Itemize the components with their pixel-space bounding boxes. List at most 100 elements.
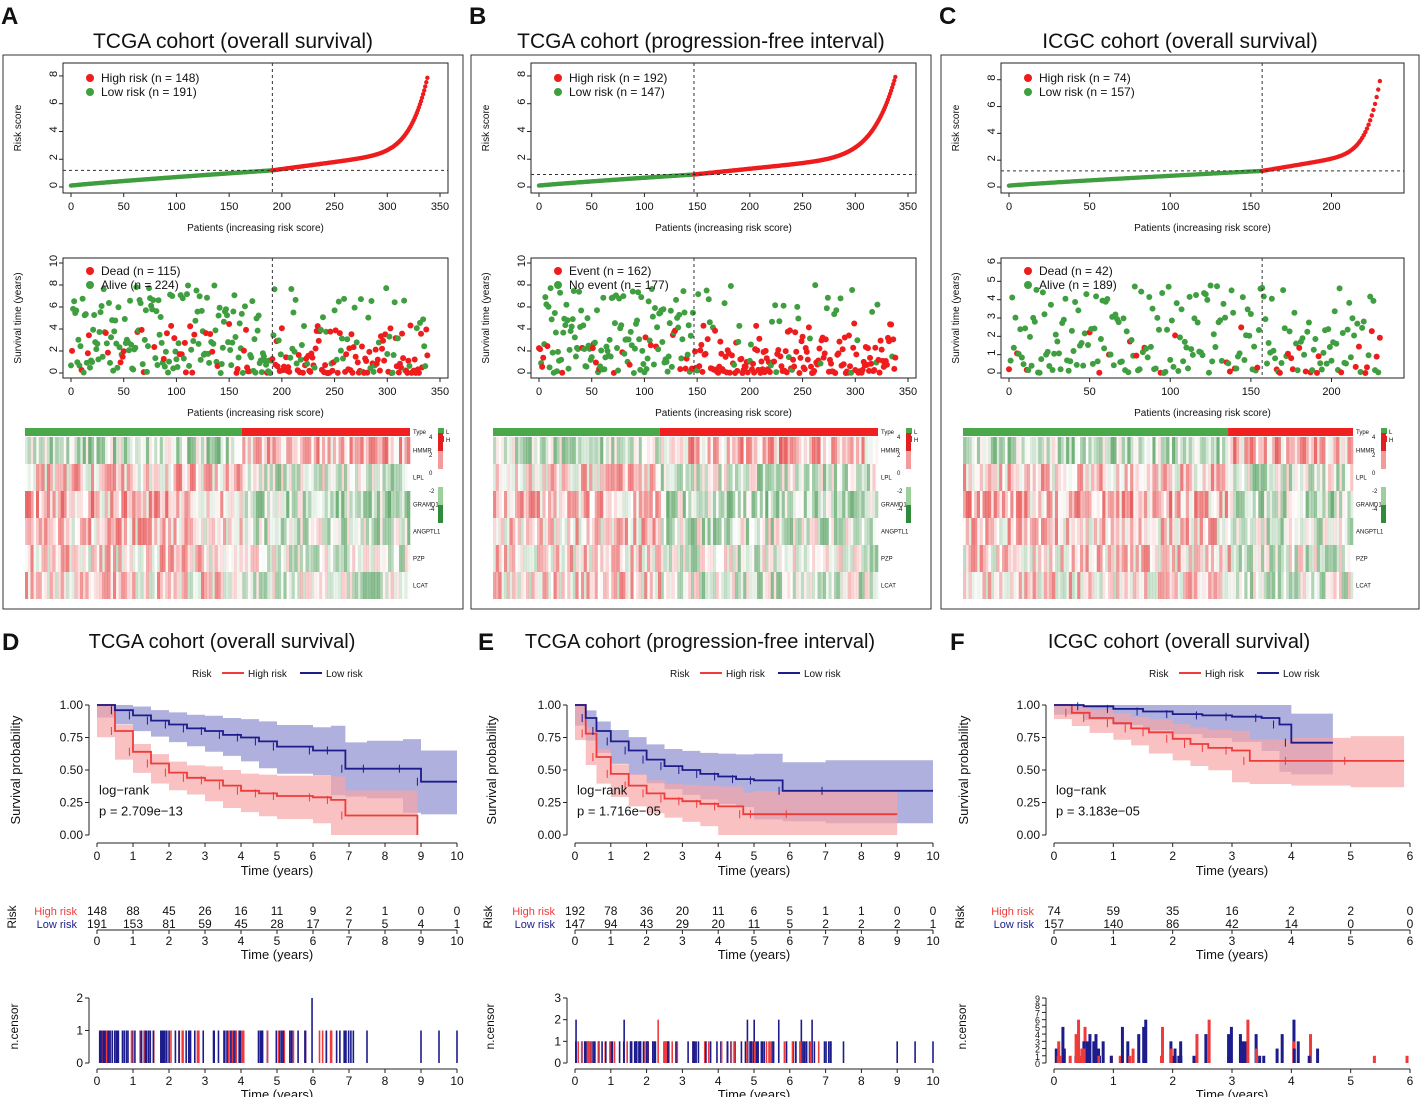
heatmap-cell	[581, 545, 585, 572]
dead-point	[758, 358, 765, 365]
alive-point	[584, 315, 591, 322]
heatmap-cell	[968, 437, 972, 464]
x-tick-label: 1	[130, 934, 137, 948]
heatmap-cell	[1269, 491, 1273, 518]
heatmap-cell	[366, 518, 370, 545]
y-tick-label: 4	[516, 126, 528, 132]
heatmap-cell	[1311, 491, 1315, 518]
heatmap-cell	[1013, 572, 1017, 599]
heatmap-cell	[965, 545, 969, 572]
heatmap-cell	[203, 437, 207, 464]
heatmap-cell	[151, 464, 155, 491]
risk-table-low-label: Low risk	[37, 919, 78, 931]
heatmap-cell	[520, 545, 524, 572]
heatmap-cell	[38, 572, 42, 599]
heatmap-cell	[344, 518, 348, 545]
color-scale-segment	[1381, 505, 1386, 523]
dead-point	[117, 359, 124, 366]
alive-point	[1309, 367, 1316, 374]
alive-point	[600, 294, 607, 301]
heatmap-cell	[330, 572, 334, 599]
heatmap-cell	[812, 464, 816, 491]
heatmap-cell	[1327, 545, 1332, 572]
heatmap-cell	[300, 518, 304, 545]
heatmap-cell	[1035, 545, 1039, 572]
heatmap-cell	[1094, 491, 1097, 518]
high-risk-point	[1369, 113, 1375, 118]
dead-point	[269, 355, 276, 362]
heatmap-cell	[104, 545, 108, 572]
panel-frame	[940, 54, 1420, 610]
heatmap-cell	[495, 545, 499, 572]
heatmap-cell	[858, 545, 862, 572]
heatmap-cell	[875, 437, 879, 464]
heatmap-cell	[1035, 491, 1038, 518]
heatmap-cell	[985, 545, 989, 572]
heatmap-cell	[390, 518, 394, 545]
heatmap-cell	[113, 572, 117, 599]
heatmap-cell	[680, 518, 684, 545]
heatmap-cell	[366, 545, 370, 572]
heatmap-cell	[1085, 464, 1089, 491]
heatmap-cell	[520, 572, 524, 599]
heatmap-cell	[214, 491, 218, 518]
heatmap-cell	[1286, 518, 1290, 545]
heatmap-cell	[999, 572, 1003, 599]
heatmap-cell	[1119, 545, 1123, 572]
alive-point	[141, 336, 148, 343]
heatmap-cell	[93, 464, 97, 491]
heatmap-cell	[831, 437, 835, 464]
heatmap-cell	[548, 572, 552, 599]
heatmap-cell	[404, 572, 408, 599]
heatmap-cell	[374, 545, 378, 572]
heatmap-cell	[1150, 545, 1153, 572]
heatmap-cell	[792, 545, 796, 572]
heatmap-cell	[1327, 437, 1332, 464]
heatmap-cell	[44, 572, 48, 599]
alive-point	[706, 319, 713, 326]
heatmap-cell	[578, 518, 582, 545]
censor-xlabel: Time (years)	[241, 1087, 313, 1097]
alive-point	[812, 282, 819, 289]
heatmap-cell	[96, 572, 100, 599]
alive-point	[1255, 326, 1262, 333]
heatmap-cell	[814, 464, 818, 491]
heatmap-cell	[661, 491, 664, 518]
heatmap-cell	[248, 572, 251, 599]
heatmap-cell	[1093, 572, 1098, 599]
type-legend-L-label: L	[446, 430, 450, 436]
heatmap-cell	[608, 464, 612, 491]
heatmap-cell	[545, 464, 549, 491]
heatmap-cell	[1302, 518, 1306, 545]
heatmap-cell	[179, 437, 183, 464]
alive-point	[564, 317, 571, 324]
legend-low-label: Low risk (n = 157)	[1039, 85, 1135, 99]
high-risk-curve	[97, 704, 419, 835]
risk-table-low: 5	[382, 917, 389, 931]
heatmap-cell	[113, 518, 117, 545]
heatmap-cell	[729, 437, 733, 464]
heatmap-cell	[165, 437, 169, 464]
heatmap-cell	[220, 572, 224, 599]
heatmap-cell	[616, 572, 620, 599]
heatmap-cell	[776, 491, 780, 518]
risk-table-low: 17	[306, 917, 320, 931]
heatmap-cell	[382, 437, 386, 464]
x-tick-label: 8	[858, 849, 865, 863]
heatmap-cell	[135, 437, 139, 464]
heatmap-cell	[974, 491, 978, 518]
alive-point	[570, 287, 577, 294]
heatmap-cell	[655, 572, 659, 599]
alive-point	[604, 347, 611, 354]
heatmap-cell	[1208, 572, 1212, 599]
heatmap-cell	[993, 437, 997, 464]
heatmap-cell	[1169, 518, 1173, 545]
heatmap-cell	[209, 545, 213, 572]
heatmap-cell	[231, 464, 235, 491]
heatmap-cell	[261, 464, 265, 491]
heatmap-cell	[699, 464, 703, 491]
heatmap-cell	[1038, 464, 1042, 491]
y-tick-label: 2	[48, 154, 60, 160]
legend-dead-label: Dead (n = 115)	[101, 264, 181, 278]
dead-point	[793, 348, 800, 355]
